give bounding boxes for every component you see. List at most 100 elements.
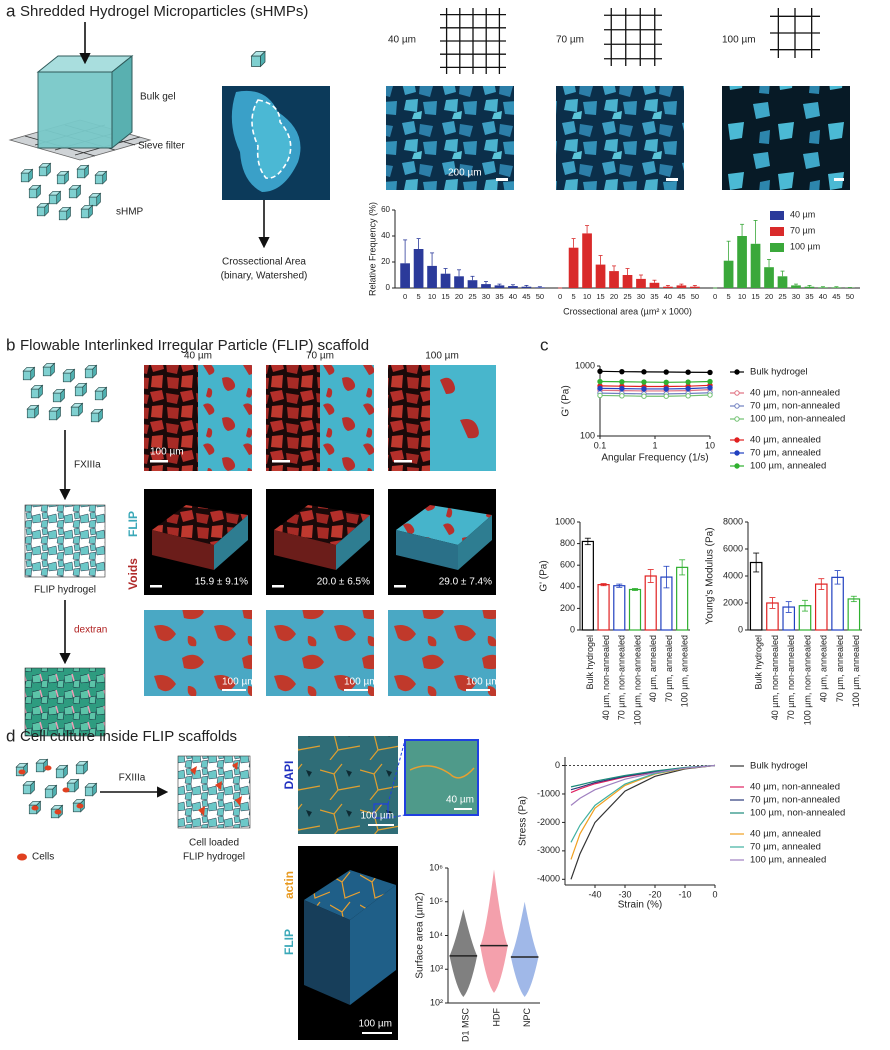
y-tick-label: -4000 [537,874,560,884]
cube-icon [80,204,93,219]
x-tick-label: 15 [441,292,449,301]
x-tick-label: 0.1 [594,440,607,450]
cell-schematic [17,755,251,861]
label: Bulk gel [140,92,176,103]
data-point [619,379,625,385]
legend-label: 40 µm, annealed [750,829,821,840]
column-label: 100 µm [425,351,459,362]
x-tick-label: 45 [832,292,840,301]
bulk-gel-schematic [8,22,152,161]
x-tick-label: 45 [677,292,685,301]
legend-label: 70 µm, annealed [750,448,821,459]
bar [804,286,815,288]
label: FLIP hydrogel [34,585,96,596]
series-line [570,764,716,880]
data-point [619,368,625,375]
bar [613,585,626,631]
cube-icon [28,184,41,199]
legend-swatch [770,227,784,236]
data-point [597,392,603,399]
data-point [597,378,603,385]
legend-label: 100 µm [790,241,820,251]
x-tick-label: 70 µm, annealed [664,635,674,702]
distribution-cloud [510,901,539,998]
x-tick-label: 25 [623,292,631,301]
x-tick-label: -20 [648,889,661,899]
x-tick-label: 5 [572,292,576,301]
y-tick-label: 200 [560,603,575,613]
x-tick-label: 10 [738,292,746,301]
data-point [685,385,691,392]
x-tick-label: 20 [610,292,618,301]
bar [581,540,594,631]
x-tick-label: 5 [417,292,421,301]
cube-icon [22,366,35,381]
x-tick-label: 50 [536,292,544,301]
data-point [663,393,669,399]
stain-label: actin [282,871,296,899]
bar [723,260,734,288]
x-tick-label: 0 [558,292,562,301]
cube-icon [58,206,71,221]
bar [508,286,518,288]
x-tick-label: 30 [792,292,800,301]
bar [831,576,844,631]
cube-icon [94,386,107,401]
bar [622,275,633,288]
x-tick-label: 100 µm, non-annealed [802,635,812,725]
channel-label: FLIP [126,511,140,537]
legend-label: 100 µm, annealed [750,855,826,866]
data-point [663,369,669,375]
x-tick-label: 20 [765,292,773,301]
legend-marker [734,463,740,469]
data-point [641,379,647,385]
x-tick-label: 35 [650,292,658,301]
cube-icon [30,384,43,399]
y-tick-label: 10² [430,997,443,1007]
data-point [707,369,713,376]
bar [400,263,410,288]
data-point [641,386,647,392]
panel-letter: c [540,335,549,354]
x-tick-label: NPC [522,1008,532,1028]
series-line [599,380,711,383]
particle-image [222,51,330,249]
y-tick-label: 0 [738,624,743,634]
bar [814,583,828,631]
cell-dot [44,765,52,771]
bar [737,236,747,288]
y-tick-label: 10⁶ [429,862,443,872]
legend-label: 40 µm, annealed [750,435,821,446]
scale-bar-label: 100 µm [466,677,500,688]
x-tick-label: 40 [509,292,517,301]
bar [676,285,687,288]
cube-icon [251,51,266,67]
scale-bar-label: 100 µm [222,677,256,688]
x-tick-label: 100 µm, non-annealed [632,635,642,725]
x-tick-label: -10 [678,889,691,899]
y-tick-label: 0 [555,760,560,770]
cube-icon [68,184,81,199]
column-label: 40 µm [184,351,212,362]
y-axis-label: G' (Pa) [561,385,572,416]
column-label: 70 µm [306,351,334,362]
x-tick-label: 1 [652,440,657,450]
data-point [685,393,691,399]
x-tick-label: Bulk hydrogel [585,635,595,690]
bar [831,287,842,288]
legend-label: 40 µm, non-annealed [750,388,840,399]
bar [777,276,788,288]
series-line [599,389,711,392]
x-tick-label: 100 µm, annealed [851,635,861,707]
cube-icon [90,408,103,423]
data-point [707,378,713,385]
legend-label: 100 µm, non-annealed [750,414,845,425]
x-tick-label: 35 [495,292,503,301]
bar [764,267,774,288]
cube-icon [20,168,33,183]
legend-swatch [770,211,784,220]
series-line [599,370,711,374]
